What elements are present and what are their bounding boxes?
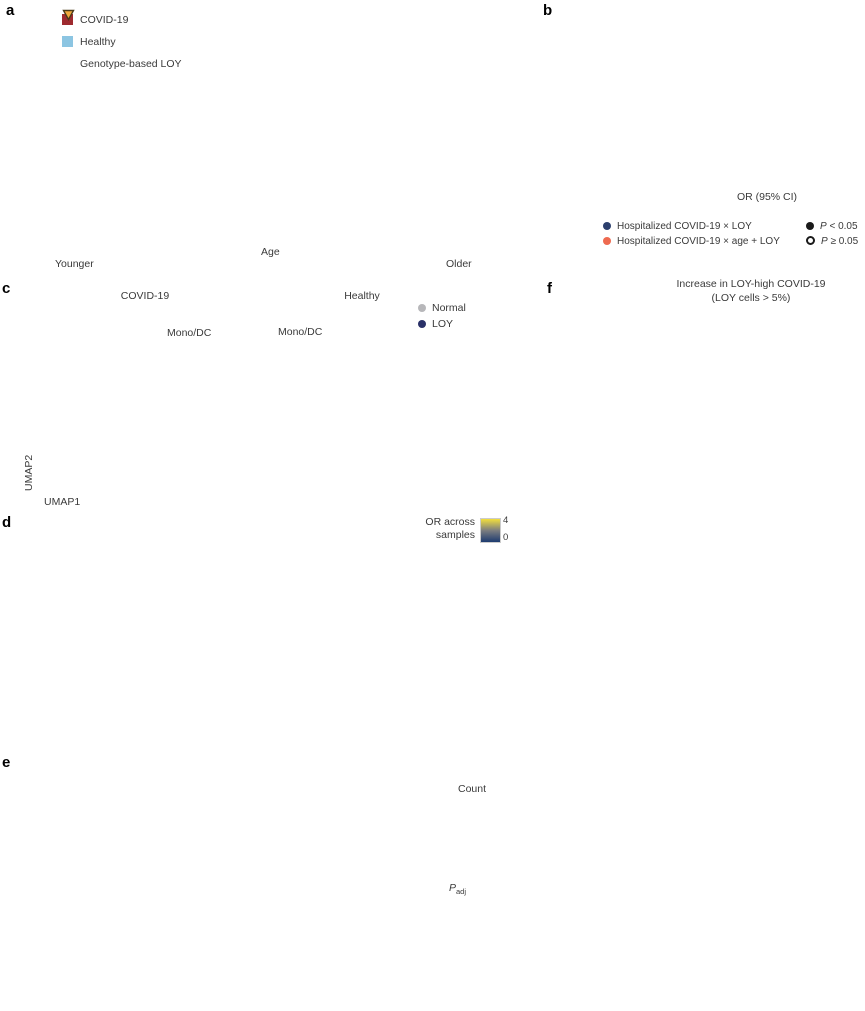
blue-dot-icon [603, 222, 611, 230]
umap1-axis-label: UMAP1 [44, 496, 81, 508]
legend-item-normal: Normal [418, 300, 466, 316]
navy-dot-icon [418, 320, 426, 328]
umap-title-covid: COVID-19 [120, 290, 170, 302]
panel-letter-c: c [2, 280, 11, 297]
p-symbol: P [820, 221, 827, 232]
sig-text: < 0.05 [826, 221, 858, 232]
filled-dot-icon [806, 222, 814, 230]
p-symbol: P [821, 236, 828, 247]
legend-title-line2: samples [435, 529, 475, 541]
adj-subscript: adj [456, 887, 467, 897]
legend-item-blue-series: Hospitalized COVID-19 × LOY [603, 219, 780, 234]
legend-item-loy-triangle: Genotype-based LOY [62, 9, 182, 75]
red-dot-icon [603, 237, 611, 245]
umap2-axis-label: UMAP2 [23, 454, 35, 491]
triangle-down-icon [62, 9, 75, 69]
legend-label: Hospitalized COVID-19 × age + LOY [617, 236, 780, 247]
panel-f-title-line1: Increase in LOY-high COVID-19 [676, 278, 826, 290]
legend-item-nonsig: P ≥ 0.05 [806, 234, 858, 249]
legend-label: Hospitalized COVID-19 × LOY [617, 221, 752, 232]
legend-label: Normal [432, 302, 466, 314]
legend-label: Genotype-based LOY [80, 58, 182, 70]
monodc-annotation-covid: Mono/DC [167, 327, 212, 339]
padj-legend-title: Padj [449, 882, 466, 896]
covid-swatch-icon [62, 14, 73, 25]
count-legend-title: Count [458, 783, 487, 795]
panel-letter-a: a [6, 2, 15, 19]
umap-title-healthy: Healthy [344, 290, 380, 302]
panel-letter-d: d [2, 514, 12, 531]
colorbar-gradient [480, 518, 501, 543]
colorbar-min: 0 [503, 532, 509, 543]
age-axis-label: Age [261, 246, 280, 258]
panel-letter-e: e [2, 754, 11, 771]
panel-b-sig-legend: P < 0.05 P ≥ 0.05 [806, 219, 858, 249]
panel-letter-b: b [543, 2, 553, 19]
monodc-annotation-healthy: Mono/DC [278, 326, 323, 338]
sig-text: ≥ 0.05 [827, 236, 859, 247]
age-younger-label: Younger [55, 258, 94, 270]
panel-c-legend: Normal LOY [418, 300, 466, 332]
legend-label: COVID-19 [80, 14, 129, 26]
gray-dot-icon [418, 304, 426, 312]
age-older-label: Older [446, 258, 472, 270]
panel-b-legend: Hospitalized COVID-19 × LOY Hospitalized… [603, 219, 780, 249]
panel-a-legend: COVID-19 Healthy Genotype-based LOY [62, 9, 182, 75]
legend-item-red-series: Hospitalized COVID-19 × age + LOY [603, 234, 780, 249]
p-symbol: P [449, 882, 457, 894]
open-dot-icon [806, 236, 815, 245]
legend-label: Healthy [80, 36, 116, 48]
legend-item-loy: LOY [418, 316, 466, 332]
legend-title-line1: OR across [425, 516, 475, 528]
legend-label: LOY [432, 318, 454, 330]
healthy-swatch-icon [62, 36, 73, 47]
heatmap-legend-title: OR across samples [385, 516, 475, 542]
legend-item-sig: P < 0.05 [806, 219, 858, 234]
legend-item-healthy: Healthy [62, 31, 182, 53]
or-axis-label: OR (95% CI) [736, 191, 798, 203]
panel-letter-f: f [547, 280, 552, 297]
legend-item-covid: COVID-19 [62, 9, 182, 31]
panel-f-title-line2: (LOY cells > 5%) [711, 292, 791, 304]
colorbar-max: 4 [503, 515, 509, 526]
